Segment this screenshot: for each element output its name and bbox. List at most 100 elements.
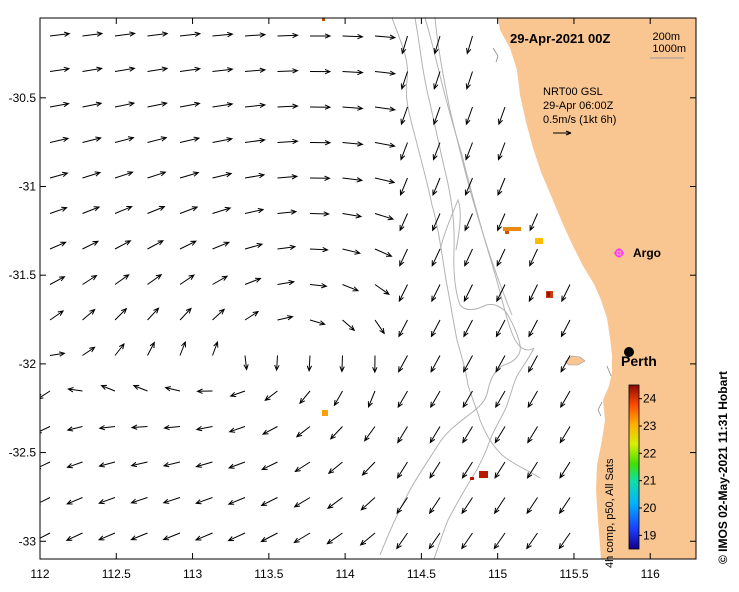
current-arrow-icon xyxy=(82,66,103,72)
current-arrow-icon xyxy=(293,497,311,508)
current-arrow-icon xyxy=(277,68,299,74)
current-arrow-icon xyxy=(114,171,134,179)
current-arrow-icon xyxy=(374,106,397,112)
current-arrow-icon xyxy=(147,31,169,37)
current-arrow-icon xyxy=(309,140,332,146)
current-arrow-icon xyxy=(114,240,132,250)
current-arrow-icon xyxy=(342,33,364,40)
current-arrow-icon xyxy=(326,532,343,545)
current-arrow-icon xyxy=(495,355,506,373)
current-arrow-icon xyxy=(179,274,196,285)
plot-frame xyxy=(39,17,697,560)
current-arrow-icon xyxy=(374,248,393,257)
current-arrow-icon xyxy=(114,307,128,321)
current-arrow-icon xyxy=(67,387,83,393)
current-arrow-icon xyxy=(66,461,83,469)
current-arrow-icon xyxy=(326,497,343,510)
current-arrow-icon xyxy=(399,213,408,232)
current-arrow-icon xyxy=(244,242,264,250)
current-arrow-icon xyxy=(114,206,133,214)
current-arrow-icon xyxy=(228,426,246,433)
current-arrow-icon xyxy=(429,461,441,479)
current-arrow-icon xyxy=(130,424,148,430)
current-arrow-icon xyxy=(147,66,169,72)
sst-patch xyxy=(479,471,488,478)
current-arrow-icon xyxy=(461,532,473,550)
sst-patch xyxy=(535,238,543,244)
coast-small-islands xyxy=(492,47,612,417)
colorbar-tick-label: 21 xyxy=(643,474,657,488)
current-arrow-icon xyxy=(342,177,364,183)
x-tick-label: 114 xyxy=(336,567,355,581)
current-arrow-icon xyxy=(195,425,213,432)
current-arrow-icon xyxy=(49,310,65,321)
current-arrow-icon xyxy=(49,351,66,357)
current-arrow-icon xyxy=(212,31,234,38)
current-arrow-icon xyxy=(212,241,231,250)
sst-patch xyxy=(547,292,550,297)
colorbar-tick-label: 23 xyxy=(643,419,657,433)
current-arrow-icon xyxy=(227,532,246,542)
current-arrow-icon xyxy=(359,532,376,546)
current-arrow-icon xyxy=(40,390,51,399)
current-arrow-icon xyxy=(260,461,278,471)
current-arrow-icon xyxy=(464,177,473,197)
land-mass xyxy=(498,18,696,559)
x-tick-label: 115.5 xyxy=(559,567,588,581)
current-arrow-icon xyxy=(432,142,441,161)
current-arrow-icon xyxy=(130,532,148,541)
current-arrow-icon xyxy=(464,248,473,267)
current-arrow-icon xyxy=(342,69,364,76)
current-arrow-icon xyxy=(374,213,395,221)
current-arrow-icon xyxy=(494,426,506,444)
current-arrow-icon xyxy=(274,355,280,372)
current-arrow-icon xyxy=(49,206,68,214)
current-arrow-icon xyxy=(463,355,473,373)
y-tick-label: -31.5 xyxy=(9,268,37,282)
current-arrow-icon xyxy=(498,106,506,126)
current-arrow-icon xyxy=(299,390,311,405)
current-arrow-icon xyxy=(179,101,201,108)
current-arrow-icon xyxy=(398,284,408,303)
current-arrow-icon xyxy=(82,101,103,108)
current-arrow-icon xyxy=(558,497,571,515)
current-arrow-icon xyxy=(294,461,311,473)
current-arrow-icon xyxy=(195,497,213,505)
current-arrow-icon xyxy=(163,424,181,431)
colorbar-tick-label: 19 xyxy=(643,528,657,542)
model-name: NRT00 GSL xyxy=(543,86,603,98)
current-arrow-icon xyxy=(463,319,473,338)
current-arrow-icon xyxy=(98,425,116,431)
current-arrow-icon xyxy=(244,67,267,73)
current-arrow-icon xyxy=(463,284,473,303)
current-arrow-icon xyxy=(147,341,155,356)
current-arrow-icon xyxy=(342,248,362,255)
sst-patch xyxy=(505,231,509,234)
sst-observations xyxy=(322,18,553,480)
colorbar-ticks: 19 20 21 22 23 24 xyxy=(639,392,657,542)
current-arrow-icon xyxy=(277,103,299,109)
current-arrow-icon xyxy=(461,461,473,479)
current-arrow-icon xyxy=(433,35,441,55)
current-arrow-icon xyxy=(40,497,51,506)
current-arrow-icon xyxy=(526,497,538,515)
current-arrow-icon xyxy=(229,390,246,397)
sst-patch xyxy=(322,18,325,21)
current-arrow-icon xyxy=(374,70,397,76)
current-arrow-icon xyxy=(114,136,135,143)
current-arrow-icon xyxy=(293,532,311,544)
y-tick-label: -32 xyxy=(19,357,37,371)
current-arrow-icon xyxy=(310,33,332,39)
current-arrow-icon xyxy=(244,208,265,214)
colorbar-tick-label: 22 xyxy=(643,446,657,460)
current-arrow-icon xyxy=(147,307,160,321)
current-arrow-icon xyxy=(432,213,441,232)
current-arrow-icon xyxy=(497,213,506,232)
sst-patch xyxy=(322,410,328,416)
current-arrow-icon xyxy=(147,171,167,179)
y-tick-label: -33 xyxy=(19,534,37,548)
current-arrow-icon xyxy=(212,206,232,214)
current-arrow-icon xyxy=(212,340,219,356)
sst-colorbar: 19 20 21 22 23 24 xyxy=(628,384,657,550)
